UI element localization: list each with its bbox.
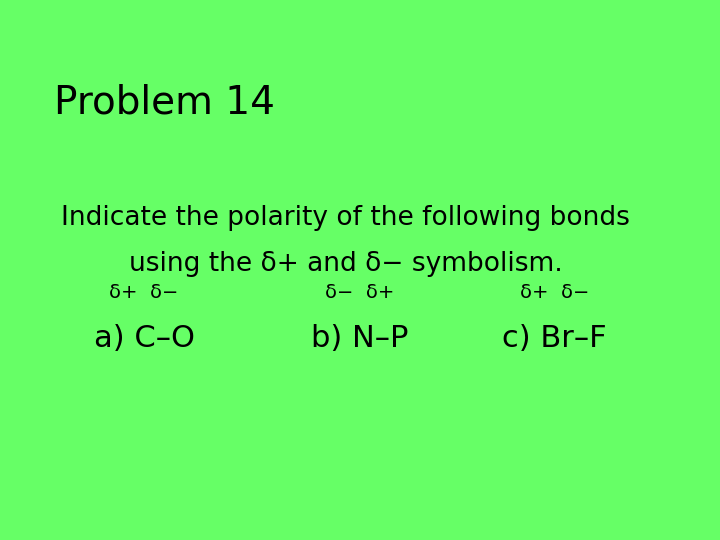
- Text: b) N–P: b) N–P: [311, 324, 409, 353]
- Text: c) Br–F: c) Br–F: [502, 324, 607, 353]
- Text: δ+  δ−: δ+ δ−: [520, 284, 589, 302]
- Text: using the δ+ and δ− symbolism.: using the δ+ and δ− symbolism.: [129, 251, 562, 277]
- Text: δ+  δ−: δ+ δ−: [109, 284, 179, 302]
- Text: a) C–O: a) C–O: [94, 324, 194, 353]
- Text: Indicate the polarity of the following bonds: Indicate the polarity of the following b…: [61, 205, 630, 231]
- Text: δ−  δ+: δ− δ+: [325, 284, 395, 302]
- Text: Problem 14: Problem 14: [54, 84, 275, 122]
